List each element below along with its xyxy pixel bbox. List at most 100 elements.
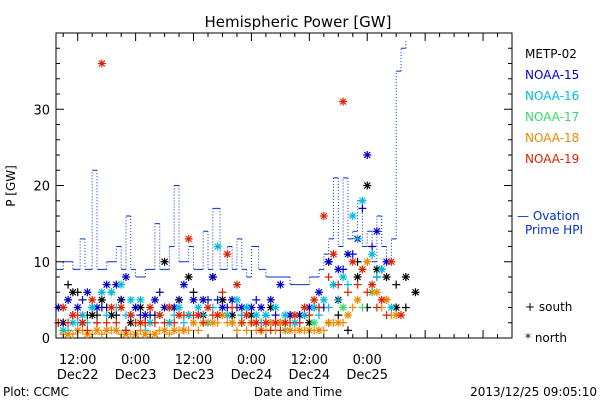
- south-point: [160, 318, 169, 327]
- south-point: [175, 295, 184, 304]
- north-point: [242, 311, 251, 320]
- south-point: [372, 303, 381, 312]
- x-tick-date-label: Dec23: [173, 368, 215, 383]
- south-point: [353, 234, 362, 243]
- south-point: [170, 318, 179, 327]
- north-point: [107, 311, 116, 320]
- north-point: [73, 303, 82, 312]
- x-tick-label: 12:00: [59, 353, 96, 368]
- north-point: [97, 295, 106, 304]
- north-point: [397, 311, 406, 320]
- x-tick-label: 12:00: [175, 353, 212, 368]
- north-point: [102, 280, 111, 289]
- south-point: [252, 295, 261, 304]
- north-point: [107, 303, 116, 312]
- south-point: [363, 288, 372, 297]
- south-point: [179, 318, 188, 327]
- north-point: [329, 280, 338, 289]
- south-point: [343, 288, 352, 297]
- north-point: [102, 326, 111, 335]
- north-point: [160, 257, 169, 266]
- south-point: [266, 326, 275, 335]
- north-point: [358, 265, 367, 274]
- north-point: [305, 318, 314, 327]
- legend-entry: NOAA-17: [525, 110, 579, 124]
- x-axis: 12:00Dec220:00Dec2312:00Dec230:00Dec2412…: [57, 33, 513, 383]
- north-point: [372, 227, 381, 236]
- north-point: [213, 242, 222, 251]
- y-tick-label: 20: [33, 180, 50, 195]
- north-point: [295, 311, 304, 320]
- x-tick-label: 0:00: [121, 353, 150, 368]
- north-point: [184, 311, 193, 320]
- north-point: [300, 311, 309, 320]
- north-point: [97, 59, 106, 68]
- south-point: [228, 303, 237, 312]
- north-point: [136, 303, 145, 312]
- x-tick-date-label: Dec24: [288, 368, 330, 383]
- north-point: [363, 151, 372, 159]
- north-point: [150, 295, 159, 304]
- north-point: [286, 326, 295, 335]
- north-point: [276, 318, 285, 327]
- y-tick-label: 0: [42, 332, 50, 347]
- north-point: [329, 250, 338, 259]
- north-point: [199, 295, 208, 304]
- south-point: [358, 303, 367, 312]
- north-point: [353, 295, 362, 304]
- north-point: [155, 311, 164, 320]
- legend-ovation-line2: Prime HPI: [525, 223, 583, 237]
- south-point: [64, 318, 73, 327]
- south-point: [348, 303, 357, 312]
- plot-frame: [55, 32, 513, 339]
- north-point: [368, 250, 377, 259]
- north-point: [310, 303, 319, 312]
- north-point: [64, 295, 73, 304]
- north-point: [401, 273, 410, 281]
- north-point: [126, 318, 135, 327]
- north-point: [271, 303, 280, 312]
- south-point: [112, 318, 121, 327]
- x-axis-label: Date and Time: [254, 385, 342, 399]
- north-point: [97, 288, 106, 297]
- north-point: [387, 257, 396, 266]
- y-tick-label: 30: [33, 103, 50, 118]
- north-point: [93, 326, 102, 335]
- north-point: [252, 311, 261, 320]
- north-point: [334, 265, 343, 274]
- north-point: [324, 318, 333, 327]
- legend-entry: METP-02: [525, 47, 577, 61]
- north-point: [261, 318, 270, 327]
- south-point: [237, 318, 246, 327]
- south-point: [102, 311, 111, 320]
- north-point: [223, 250, 232, 259]
- north-point: [334, 318, 343, 327]
- north-point: [204, 303, 212, 312]
- x-tick-label: 12:00: [291, 353, 328, 368]
- north-point: [208, 273, 217, 281]
- north-point: [314, 288, 323, 297]
- north-point: [68, 311, 77, 320]
- north-point: [300, 303, 309, 312]
- north-point: [324, 257, 333, 266]
- north-point: [281, 318, 290, 327]
- legend-south: + south: [525, 300, 572, 314]
- north-point: [257, 303, 266, 312]
- south-point: [305, 311, 314, 320]
- south-point: [155, 288, 164, 297]
- north-point: [382, 273, 391, 281]
- south-point: [213, 295, 222, 304]
- legend-north: * north: [525, 331, 567, 345]
- north-point: [160, 303, 169, 312]
- north-point: [363, 181, 372, 190]
- south-point: [78, 295, 87, 304]
- north-point: [59, 303, 68, 312]
- north-point: [146, 318, 155, 327]
- legend-entry: NOAA-15: [525, 68, 579, 82]
- legend-entry: NOAA-18: [525, 131, 579, 145]
- north-point: [261, 311, 270, 320]
- north-point: [112, 280, 121, 289]
- north-point: [88, 295, 97, 304]
- south-point: [232, 326, 241, 335]
- north-point: [194, 303, 203, 312]
